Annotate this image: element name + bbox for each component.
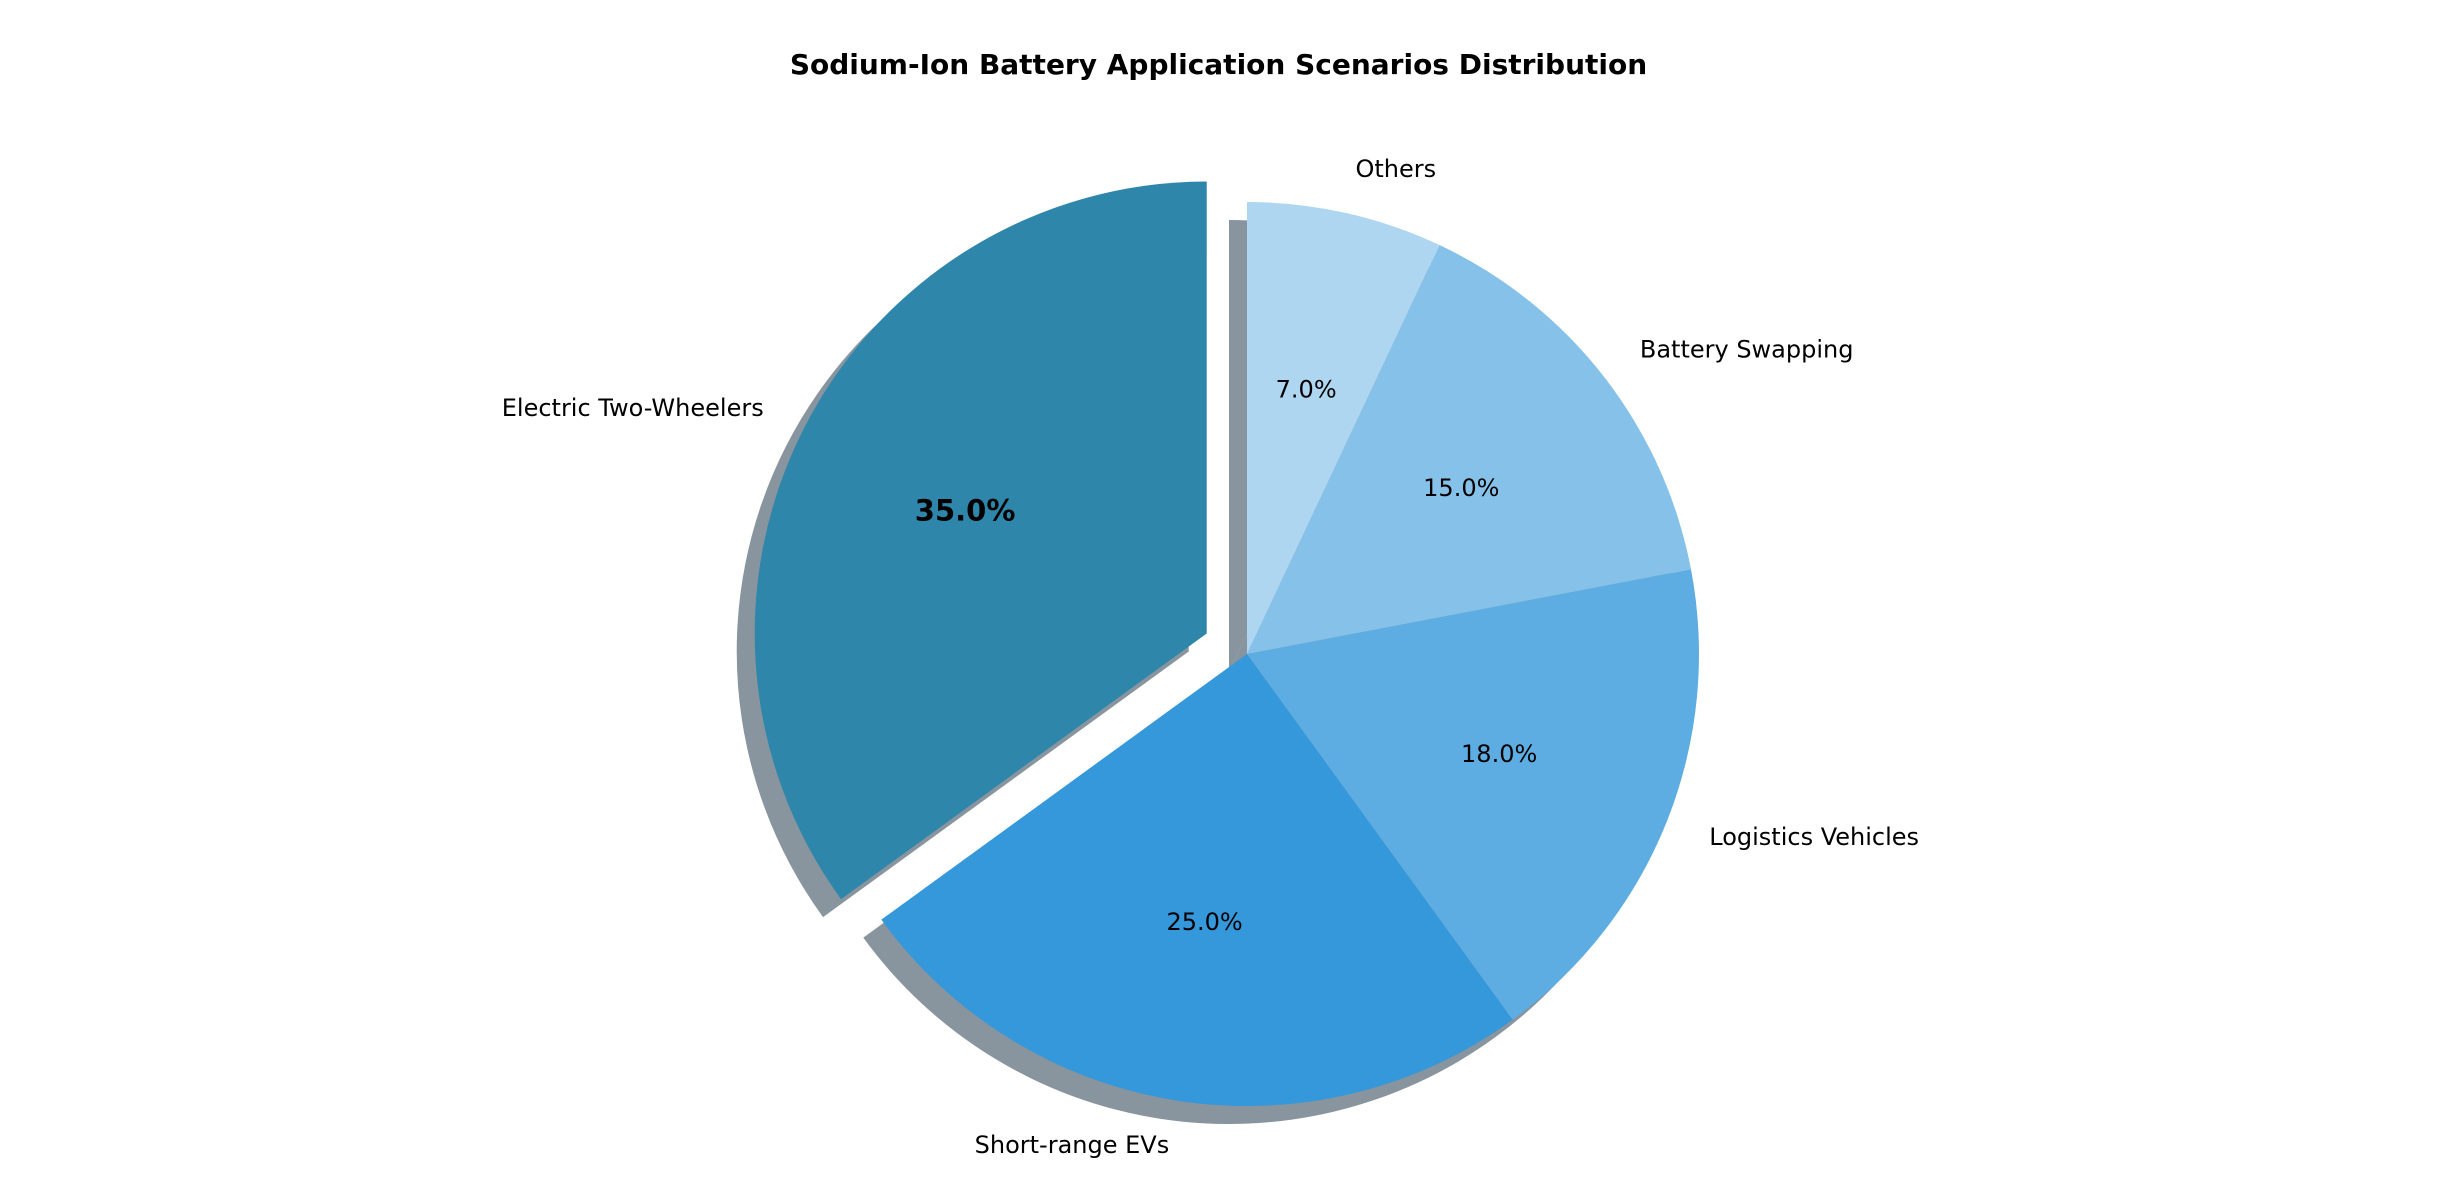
pie-slice-logistics-vehicles [1247,569,1699,1020]
percent-label-electric-two-wheelers: 35.0% [915,493,1016,527]
category-labels: Electric Two-Wheelers Short-range EVs Logi… [502,155,1919,1159]
pie-slice-others [1247,202,1440,654]
percent-label-battery-swapping: 15.0% [1423,474,1499,502]
chart-title: Sodium-Ion Battery Application Scenarios… [789,48,1648,81]
percent-label-logistics-vehicles: 18.0% [1461,740,1537,768]
category-label-electric-two-wheelers: Electric Two-Wheelers [502,394,764,422]
pie-slice-electric-two-wheelers [754,181,1207,900]
percent-label-others: 7.0% [1276,375,1337,403]
category-label-battery-swapping: Battery Swapping [1640,335,1854,363]
category-label-short-range-evs: Short-range EVs [975,1131,1170,1159]
pie-slice-battery-swapping [1247,245,1691,654]
percent-labels: 35.0% 25.0% 18.0% 15.0% 7.0% [915,375,1537,936]
category-label-logistics-vehicles: Logistics Vehicles [1709,823,1919,851]
percent-label-short-range-evs: 25.0% [1166,908,1242,936]
pie-slices [754,181,1699,1107]
category-label-others: Others [1355,155,1436,183]
pie-slice-short-range-evs [881,654,1513,1107]
